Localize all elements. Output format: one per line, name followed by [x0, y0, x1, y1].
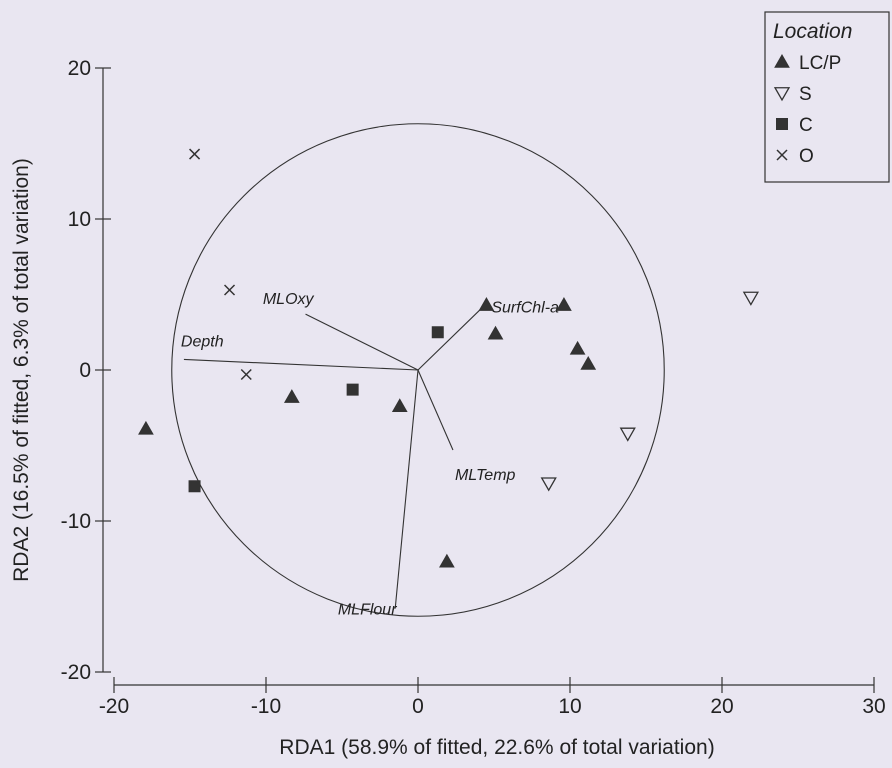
legend-label: LC/P: [799, 53, 841, 74]
vector-line: [394, 369, 419, 609]
vector-label: SurfChl-a: [491, 300, 559, 317]
y-axis-title: RDA2 (16.5% of fitted, 6.3% of total var…: [10, 158, 33, 582]
vector-line: [183, 358, 419, 371]
point-c: [431, 326, 444, 339]
x-tick-label: 30: [862, 695, 885, 718]
point-lc-p: [569, 340, 586, 355]
x-tick-label: 0: [412, 695, 424, 718]
point-s: [742, 291, 760, 306]
legend-label: S: [799, 84, 812, 105]
vector-label: MLOxy: [263, 291, 315, 308]
point-lc-p: [391, 398, 408, 412]
cross-stroke: [223, 284, 236, 296]
x-axis-title: RDA1 (58.9% of fitted, 22.6% of total va…: [279, 736, 714, 759]
legend-marker: [774, 53, 790, 68]
cross-stroke: [189, 148, 201, 160]
y-tick-label: -10: [61, 510, 91, 533]
y-tick-label: 10: [68, 208, 91, 231]
point-s: [619, 427, 636, 442]
legend-label: C: [799, 115, 813, 136]
point-lc-p: [439, 553, 455, 568]
point-lc-p: [283, 389, 300, 403]
point-o: [223, 284, 236, 296]
y-tick-label: -20: [61, 661, 91, 684]
x-tick-label: -10: [251, 695, 281, 718]
x-tick-label: 20: [710, 695, 733, 718]
vector-label: Depth: [181, 333, 224, 350]
point-lc-p: [138, 420, 154, 435]
vector-line: [417, 306, 484, 371]
equilibrium-circle: [171, 123, 665, 617]
legend-label: O: [799, 146, 814, 167]
cross-stroke: [776, 149, 788, 161]
legend-marker: [776, 118, 788, 130]
vector-label: MLTemp: [455, 467, 516, 484]
vector-line: [305, 313, 419, 371]
legend-box: [764, 11, 890, 183]
vector-label: MLFlour: [338, 602, 397, 619]
cross-stroke: [240, 368, 252, 381]
legend-title: Location: [773, 20, 852, 43]
point-lc-p: [487, 325, 504, 340]
point-c: [188, 480, 201, 493]
x-tick-label: -20: [99, 695, 129, 718]
x-tick-label: 10: [558, 695, 581, 718]
legend-marker: [776, 149, 788, 161]
point-lc-p: [580, 355, 597, 370]
y-tick-label: 0: [79, 359, 91, 382]
point-o: [240, 368, 252, 381]
point-s: [540, 477, 557, 492]
y-tick-label: 20: [68, 57, 91, 80]
legend-marker: [773, 87, 791, 102]
point-o: [189, 148, 201, 160]
point-lc-p: [478, 297, 495, 311]
vector-line: [417, 369, 454, 451]
point-lc-p: [556, 297, 572, 311]
point-c: [346, 383, 359, 396]
